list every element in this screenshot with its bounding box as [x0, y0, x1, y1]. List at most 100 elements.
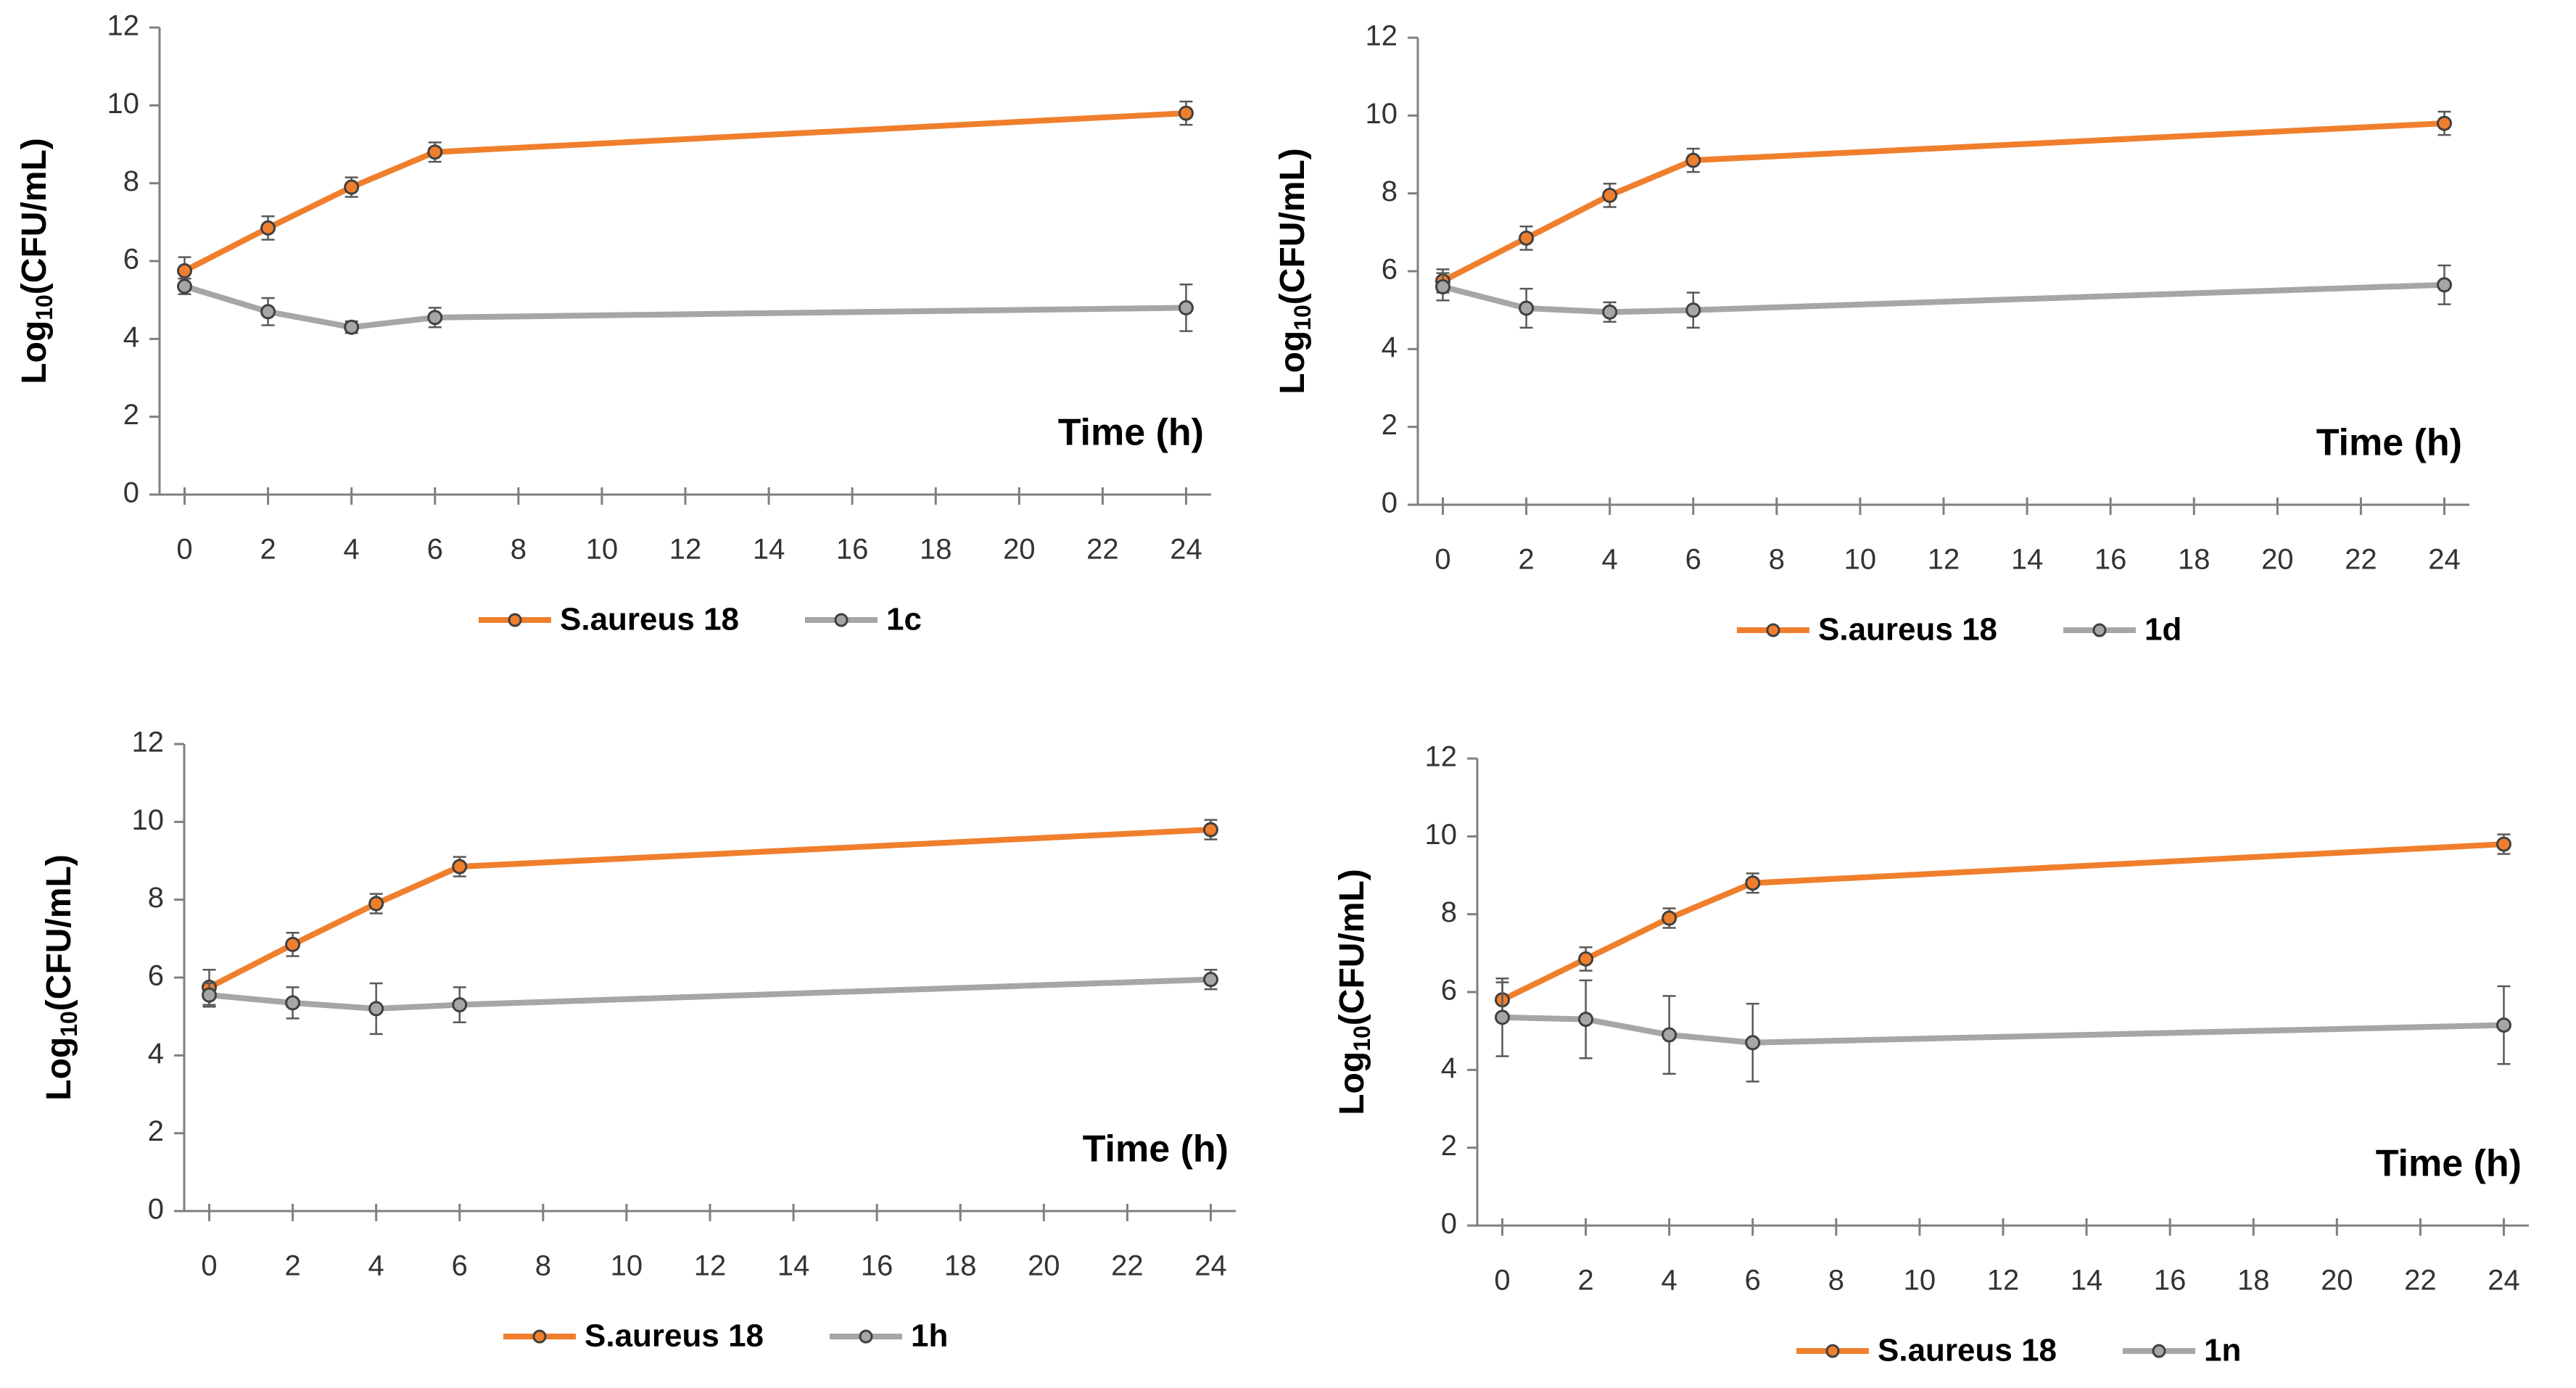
data-point [1519, 300, 1535, 316]
data-point [1661, 1027, 1677, 1043]
data-point [1602, 187, 1618, 203]
x-tick-label: 24 [2428, 544, 2461, 576]
data-point [368, 1001, 384, 1017]
x-tick-label: 24 [1170, 534, 1202, 566]
y-axis-title: Log10(CFU/mL) [40, 854, 83, 1101]
x-tick-label: 16 [836, 534, 869, 566]
y-label-subscript: 10 [31, 294, 57, 321]
y-label-suffix: (CFU/mL) [15, 138, 54, 294]
data-point [2496, 1017, 2511, 1033]
y-tick-label: 0 [148, 1194, 164, 1226]
y-tick-label: 2 [1441, 1130, 1457, 1162]
y-axis-title: Log10(CFU/mL) [1273, 148, 1316, 394]
data-point [452, 997, 468, 1013]
legend-label: S.aureus 18 [1818, 612, 1997, 648]
legend-marker [834, 613, 849, 627]
x-tick-label: 6 [1685, 544, 1701, 576]
series-line [1442, 281, 2445, 315]
legend-marker [859, 1329, 873, 1344]
data-point [1745, 875, 1761, 891]
legend-label: 1h [911, 1318, 948, 1354]
y-tick-label: 8 [123, 165, 139, 197]
data-point [1178, 105, 1194, 121]
y-tick-label: 2 [1382, 409, 1398, 441]
data-point [1178, 300, 1194, 315]
x-tick-label: 6 [1745, 1265, 1761, 1297]
x-tick-label: 12 [1987, 1265, 2020, 1297]
y-tick-label: 12 [1425, 741, 1458, 773]
data-point [1745, 1035, 1761, 1051]
y-tick-label: 6 [1382, 254, 1398, 286]
data-point [344, 179, 360, 195]
y-tick-label: 8 [1382, 175, 1398, 207]
y-label-prefix: Log [1333, 1052, 1371, 1115]
data-point [177, 263, 193, 278]
x-tick-label: 14 [2071, 1265, 2103, 1297]
series-line [209, 976, 1211, 1012]
y-tick-label: 12 [1366, 20, 1398, 52]
data-point [452, 859, 468, 875]
x-axis-title: Time (h) [2316, 422, 2462, 464]
y-tick-label: 0 [1382, 487, 1398, 519]
x-tick-label: 18 [944, 1250, 977, 1282]
data-point [2496, 836, 2511, 852]
data-point [1435, 278, 1451, 294]
x-tick-label: 16 [2094, 544, 2127, 576]
x-tick-label: 22 [2345, 544, 2377, 576]
legend-marker [532, 1329, 547, 1344]
x-tick-label: 10 [1844, 544, 1877, 576]
data-point [1495, 1009, 1511, 1025]
x-tick-label: 8 [1769, 544, 1785, 576]
y-tick-label: 10 [132, 804, 165, 836]
y-label-prefix: Log [1273, 331, 1312, 394]
y-tick-label: 0 [1441, 1208, 1457, 1240]
data-point [1519, 230, 1535, 246]
y-tick-label: 8 [148, 882, 164, 914]
data-point [344, 319, 360, 335]
x-tick-label: 2 [1518, 544, 1534, 576]
data-point [1578, 1012, 1594, 1028]
y-tick-label: 4 [123, 321, 139, 353]
legend-marker [2152, 1344, 2166, 1358]
x-tick-label: 16 [861, 1250, 893, 1282]
x-tick-label: 14 [777, 1250, 810, 1282]
legend-label: S.aureus 18 [1878, 1333, 2057, 1368]
legend-marker [2092, 623, 2107, 637]
y-axis-title: Log10(CFU/mL) [15, 138, 58, 384]
data-point [1661, 910, 1677, 926]
y-tick-label: 12 [107, 10, 140, 42]
x-tick-label: 22 [1111, 1250, 1144, 1282]
y-tick-label: 12 [132, 727, 165, 759]
data-point [1202, 822, 1218, 838]
series-line [1502, 1014, 2504, 1046]
x-tick-label: 24 [2488, 1265, 2520, 1297]
y-tick-label: 8 [1441, 896, 1457, 928]
x-tick-label: 14 [753, 534, 785, 566]
y-label-suffix: (CFU/mL) [1273, 148, 1312, 305]
x-tick-label: 22 [1086, 534, 1119, 566]
data-point [368, 896, 384, 912]
x-tick-label: 20 [2261, 544, 2294, 576]
x-tick-label: 18 [920, 534, 952, 566]
y-axis-title: Log10(CFU/mL) [1333, 869, 1376, 1115]
data-point [285, 936, 301, 952]
x-tick-label: 4 [1661, 1265, 1677, 1297]
y-label-suffix: (CFU/mL) [40, 854, 78, 1011]
x-tick-label: 12 [669, 534, 702, 566]
x-tick-label: 18 [2178, 544, 2210, 576]
data-point [2436, 277, 2452, 293]
data-point [1202, 972, 1218, 988]
x-tick-label: 4 [368, 1250, 384, 1282]
x-tick-label: 0 [176, 534, 192, 566]
y-label-suffix: (CFU/mL) [1333, 869, 1371, 1025]
legend-label: 1d [2144, 612, 2181, 648]
y-label-prefix: Log [15, 321, 54, 384]
data-point [202, 987, 218, 1003]
series-line [1441, 120, 2445, 284]
x-tick-label: 4 [344, 534, 360, 566]
x-tick-label: 20 [2321, 1265, 2353, 1297]
